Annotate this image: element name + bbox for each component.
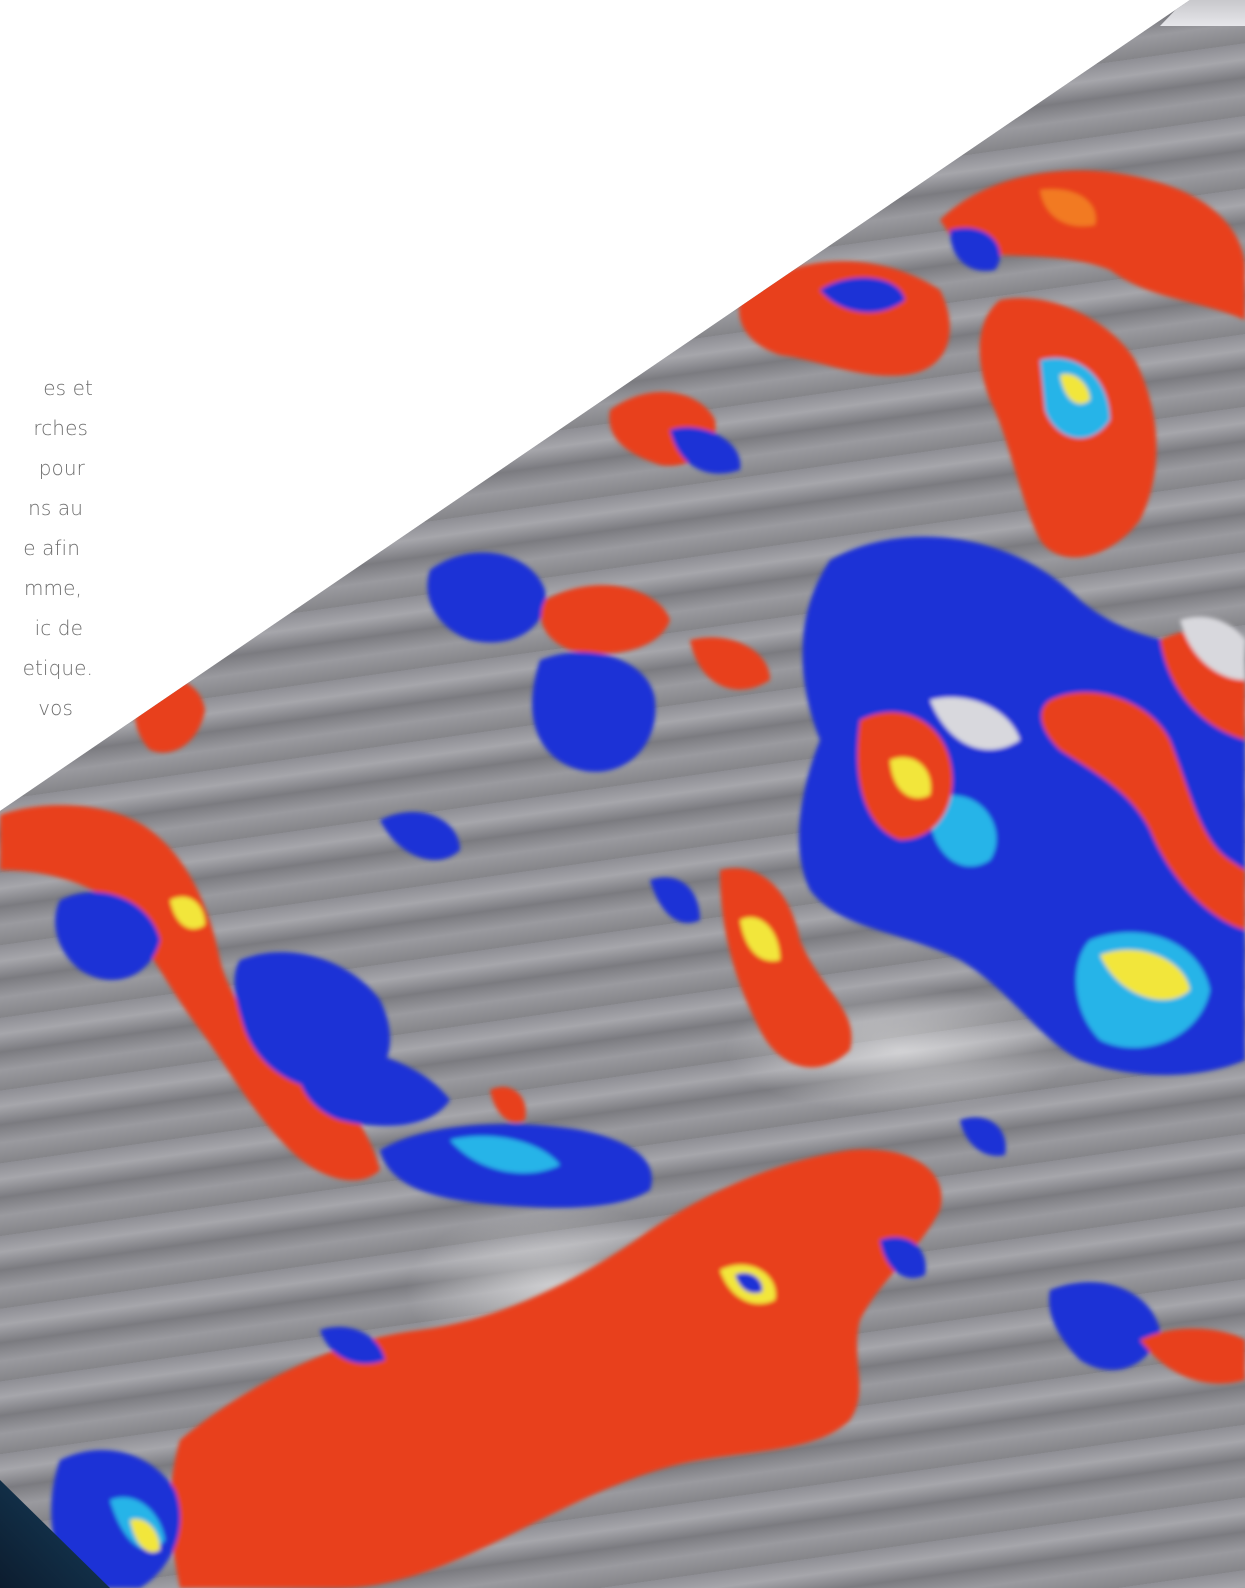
intro-line: pour (38, 456, 85, 480)
intro-line: ic de (34, 616, 83, 640)
intro-line: etique. (22, 656, 93, 680)
intro-line: e afin (23, 536, 80, 560)
intro-line: ns au (28, 496, 83, 520)
intro-line: vos (38, 696, 73, 720)
intro-line: es et (43, 376, 93, 400)
intro-line: mme, (23, 576, 82, 600)
intro-line: rches (33, 416, 88, 440)
image-top-edge (1160, 0, 1245, 26)
